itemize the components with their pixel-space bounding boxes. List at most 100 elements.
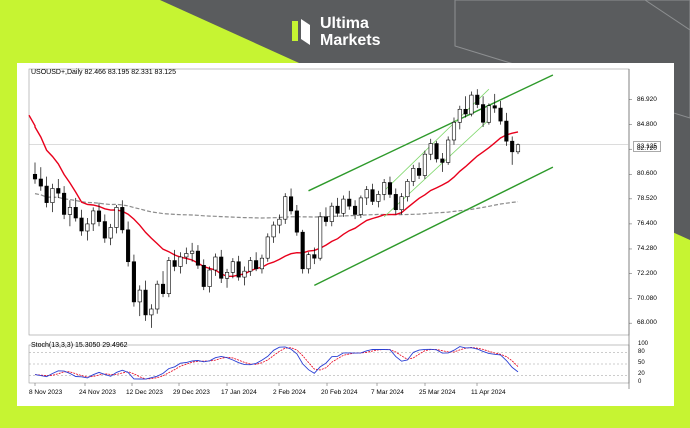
x-tick-label: 7 Mar 2024: [371, 389, 404, 396]
candle-body: [347, 198, 352, 207]
candle-body: [38, 178, 43, 187]
x-tick-label: 2 Feb 2024: [273, 389, 306, 396]
price-chart: [28, 68, 632, 389]
candle-body: [422, 153, 427, 176]
candle-body: [213, 256, 218, 271]
candle-body: [137, 289, 142, 303]
candle-body: [85, 223, 90, 232]
y-tick-label: 70.080: [637, 294, 657, 302]
candle-body: [446, 139, 451, 163]
candle-body: [323, 216, 329, 222]
candle-body: [149, 308, 154, 316]
candle-body: [50, 188, 55, 203]
candle-body: [510, 140, 515, 153]
candle-body: [265, 236, 270, 259]
candle-body: [259, 257, 264, 270]
y-tick-label: 68.000: [637, 319, 657, 327]
candle-body: [481, 104, 486, 123]
candle-body: [62, 192, 67, 215]
x-tick-label: 29 Dec 2023: [173, 389, 210, 396]
candle-body: [306, 254, 311, 270]
logo-icon: [292, 19, 310, 45]
candle-body: [91, 210, 96, 225]
ultima-markets-logo: Ultima Markets: [290, 14, 380, 50]
candle-body: [79, 217, 84, 232]
stoch-tick-label: 80: [638, 348, 645, 355]
candle-body: [114, 207, 119, 228]
stoch-tick-label: 100: [638, 341, 649, 347]
candle-body: [492, 105, 497, 109]
x-tick-label: 25 Mar 2024: [419, 389, 456, 396]
candle-body: [428, 143, 433, 155]
candle-body: [405, 181, 410, 198]
x-tick-label: 8 Nov 2023: [29, 389, 63, 396]
candle-body: [387, 182, 393, 195]
stoch-d-line: [34, 346, 519, 380]
candle-body: [102, 221, 107, 239]
candle-body: [67, 207, 72, 215]
candle-body: [486, 105, 491, 123]
candle-body: [224, 272, 230, 279]
candle-body: [32, 173, 38, 180]
candle-body: [498, 107, 503, 122]
candle-body: [126, 229, 131, 263]
candle-body: [190, 250, 195, 254]
x-tick-label: 24 Nov 2023: [79, 389, 116, 396]
candle-body: [318, 216, 323, 259]
candle-body: [515, 144, 521, 153]
candle-body: [353, 205, 358, 215]
candle-body: [172, 260, 177, 267]
candle-body: [248, 260, 253, 272]
candle-body: [108, 227, 113, 239]
candle-body: [463, 108, 468, 115]
candle-body: [393, 194, 398, 211]
candle-body: [382, 182, 387, 195]
y-tick-label: 80.600: [637, 170, 657, 178]
candle-body: [96, 210, 102, 222]
candle-body: [475, 94, 480, 105]
candle-body: [370, 189, 375, 202]
candle-body: [120, 207, 125, 231]
candle-body: [341, 198, 346, 214]
candle-body: [312, 254, 317, 259]
x-tick-label: 20 Feb 2024: [321, 389, 358, 396]
candle-body: [44, 185, 49, 203]
candle-body: [155, 283, 160, 310]
ma-fast-line: [28, 114, 519, 277]
x-tick-label: 12 Dec 2023: [126, 389, 163, 396]
y-tick-label: 82.720: [637, 145, 657, 153]
y-tick-label: 74.280: [637, 244, 657, 252]
candle-body: [184, 253, 189, 258]
candle-body: [166, 260, 171, 294]
candle-body: [289, 196, 294, 212]
candle-body: [335, 205, 340, 214]
candle-body: [143, 289, 148, 316]
candle-body: [469, 94, 474, 115]
candle-body: [236, 261, 241, 278]
stoch-k-line: [34, 346, 519, 380]
candle-body: [207, 269, 212, 287]
candle-body: [283, 196, 288, 220]
candle-body: [440, 158, 445, 163]
candle-body: [178, 256, 183, 267]
chart-panel: USOUSD+,Daily 82.466 83.195 82.331 83.12…: [17, 63, 674, 406]
y-tick-label: 72.200: [637, 269, 657, 277]
candle-body: [399, 196, 404, 211]
x-tick-label: 11 Apr 2024: [471, 389, 506, 396]
candle-body: [195, 250, 200, 266]
candle-body: [131, 261, 136, 303]
y-tick-label: 76.400: [637, 219, 657, 227]
brand-name-line2: Markets: [320, 32, 381, 49]
last-price-badge: 83.125: [633, 141, 661, 152]
candle-body: [294, 210, 299, 233]
candle-body: [358, 197, 363, 215]
candle-body: [271, 224, 276, 238]
candle-body: [73, 207, 78, 219]
candle-body: [242, 270, 247, 278]
candle-body: [376, 194, 381, 202]
candle-body: [434, 143, 439, 160]
stoch-tick-label: 0: [638, 379, 642, 385]
stoch-tick-label: 50: [638, 360, 645, 366]
channel-lower-line: [314, 166, 554, 286]
candle-body: [277, 218, 282, 226]
